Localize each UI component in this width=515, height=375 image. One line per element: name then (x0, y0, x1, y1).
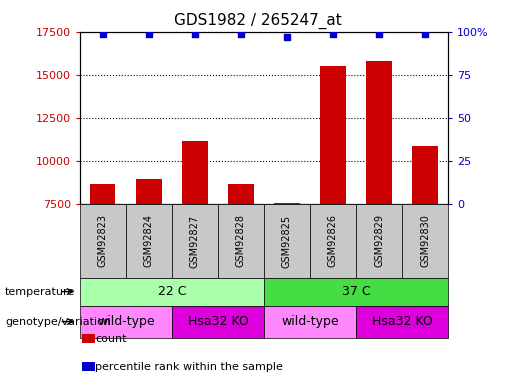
Point (375, 31, 383, 37)
Bar (264, 204, 310, 278)
Bar (356, 204, 402, 278)
Bar (172, 204, 218, 278)
Point (99, 31, 107, 37)
Point (421, 31, 429, 37)
Bar (366, 61, 392, 204)
Text: Hsa32 KO: Hsa32 KO (187, 315, 248, 328)
Bar (172, 306, 264, 338)
Point (283, 34, 291, 40)
Bar (90, 184, 115, 204)
Text: GSM92828: GSM92828 (236, 214, 246, 267)
Point (145, 31, 153, 37)
Text: 22 C: 22 C (158, 285, 186, 298)
Text: 37 C: 37 C (341, 285, 370, 298)
Text: GSM92824: GSM92824 (144, 214, 154, 267)
Text: GSM92830: GSM92830 (420, 214, 430, 267)
Bar (80, 204, 126, 278)
Bar (320, 66, 346, 204)
Text: wild-type: wild-type (281, 315, 339, 328)
Bar (80, 306, 172, 338)
Text: wild-type: wild-type (97, 315, 154, 328)
Bar (356, 306, 448, 338)
Bar (136, 179, 162, 204)
Bar (264, 306, 356, 338)
Bar (402, 204, 448, 278)
Text: GSM92826: GSM92826 (328, 214, 338, 267)
Text: count: count (95, 334, 127, 344)
Bar (80, 278, 264, 306)
Text: GSM92829: GSM92829 (374, 214, 384, 267)
Bar (126, 204, 172, 278)
Text: percentile rank within the sample: percentile rank within the sample (95, 363, 283, 372)
Bar (310, 204, 356, 278)
Bar (264, 278, 448, 306)
Point (191, 31, 199, 37)
Text: GDS1982 / 265247_at: GDS1982 / 265247_at (174, 13, 341, 29)
Text: Hsa32 KO: Hsa32 KO (372, 315, 433, 328)
Bar (218, 204, 264, 278)
Text: GSM92823: GSM92823 (98, 214, 108, 267)
Bar (274, 202, 300, 204)
Text: GSM92827: GSM92827 (190, 214, 200, 267)
Text: temperature: temperature (5, 286, 75, 297)
Text: GSM92825: GSM92825 (282, 214, 292, 267)
Point (329, 31, 337, 37)
Point (237, 31, 245, 37)
Text: genotype/variation: genotype/variation (5, 316, 111, 327)
Bar (182, 141, 208, 204)
Bar (413, 146, 438, 204)
Bar (228, 184, 253, 204)
